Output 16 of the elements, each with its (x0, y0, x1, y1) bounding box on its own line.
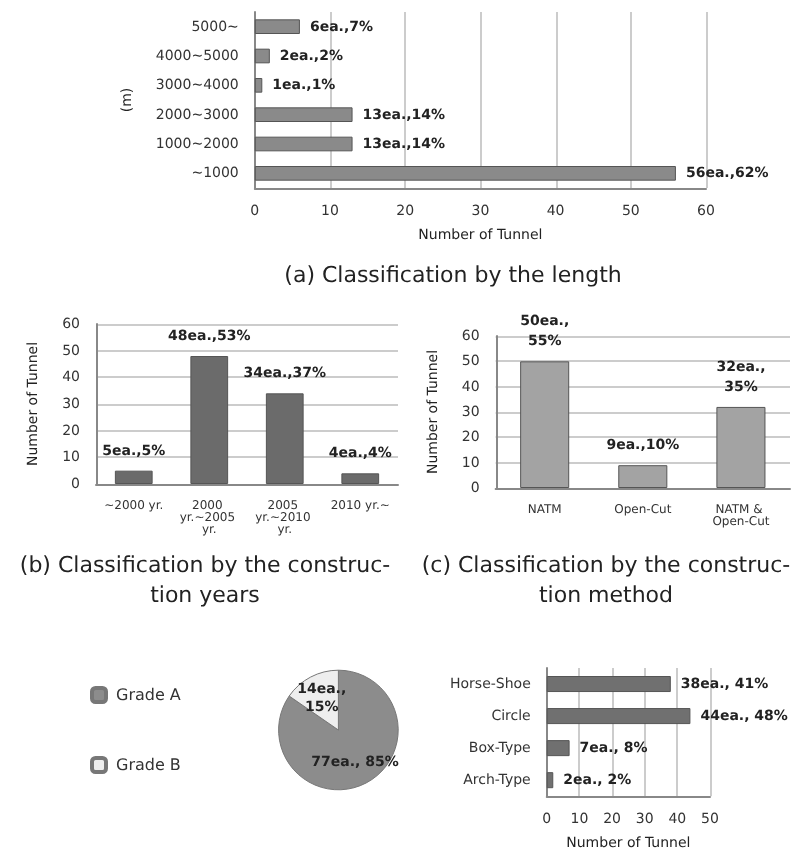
text: (c) Classification by the construc- tion method (421, 552, 791, 608)
bar (190, 356, 229, 484)
bar (520, 361, 570, 488)
text: (a) Classification by the length (284, 262, 622, 288)
text: (b) Classification by the construc- tion years (19, 552, 391, 608)
legend-label: Grade B (116, 756, 181, 774)
bar (546, 772, 554, 789)
legend-label: Grade A (116, 686, 182, 704)
bar (546, 708, 691, 725)
bar (716, 406, 766, 488)
bar (265, 393, 304, 484)
bar (341, 473, 380, 484)
bar (546, 740, 570, 757)
bar (114, 470, 153, 484)
bar (618, 465, 668, 488)
bar (546, 676, 671, 693)
